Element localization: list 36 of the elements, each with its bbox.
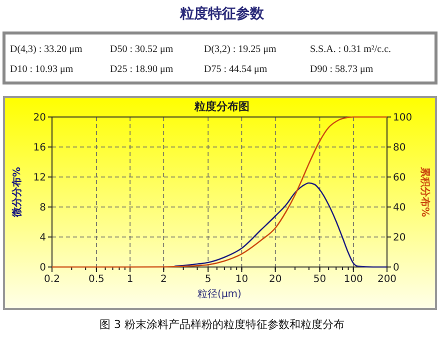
y-tick-label: 16 <box>33 142 46 154</box>
x-axis-title: 粒径(μm) <box>198 289 242 300</box>
y2-tick-label: 60 <box>393 172 406 184</box>
x-tick-label: 20 <box>268 274 282 285</box>
y2-axis-title: 累积分布% <box>419 166 431 218</box>
text: 粒度特征参数 <box>179 5 265 22</box>
text: D(4,3) : 33.20 μm <box>10 44 83 55</box>
y-tick-label: 4 <box>40 232 46 244</box>
y-tick-label: 0 <box>40 262 46 274</box>
y-tick-label: 8 <box>40 202 46 214</box>
x-tick-label: 100 <box>344 274 363 285</box>
chart-title: 粒度分布图 <box>194 100 250 113</box>
caption: 图 3 粉末涂料产品样粉的粒度特征参数和粒度分布 <box>100 318 344 331</box>
x-tick-label: 0.5 <box>88 274 104 285</box>
text: D90 : 58.73 μm <box>310 64 374 75</box>
y2-tick-label: 0 <box>393 262 400 274</box>
text: D25 : 18.90 μm <box>110 64 174 75</box>
x-tick-label: 2 <box>160 274 167 285</box>
text: S.S.A. : 0.31 m²/c.c. <box>310 44 392 55</box>
x-tick-label: 200 <box>377 274 397 285</box>
x-tick-label: 10 <box>235 274 248 285</box>
text: D(3,2) : 19.25 μm <box>204 44 277 55</box>
y-axis-title: 微分分布% <box>11 166 23 218</box>
y2-tick-label: 20 <box>393 232 406 244</box>
y2-tick-label: 40 <box>393 202 406 214</box>
x-tick-label: 50 <box>313 274 326 285</box>
x-tick-label: 0.2 <box>44 274 60 285</box>
y2-tick-label: 80 <box>393 142 406 154</box>
x-tick-label: 1 <box>126 274 134 285</box>
text: D75 : 44.54 μm <box>204 64 268 75</box>
text: D50 : 30.52 μm <box>110 44 174 55</box>
y2-tick-label: 100 <box>393 112 412 124</box>
text: D10 : 10.93 μm <box>10 64 74 75</box>
y-tick-label: 20 <box>33 112 46 124</box>
y-tick-label: 12 <box>33 172 46 184</box>
x-tick-label: 5 <box>204 274 212 285</box>
